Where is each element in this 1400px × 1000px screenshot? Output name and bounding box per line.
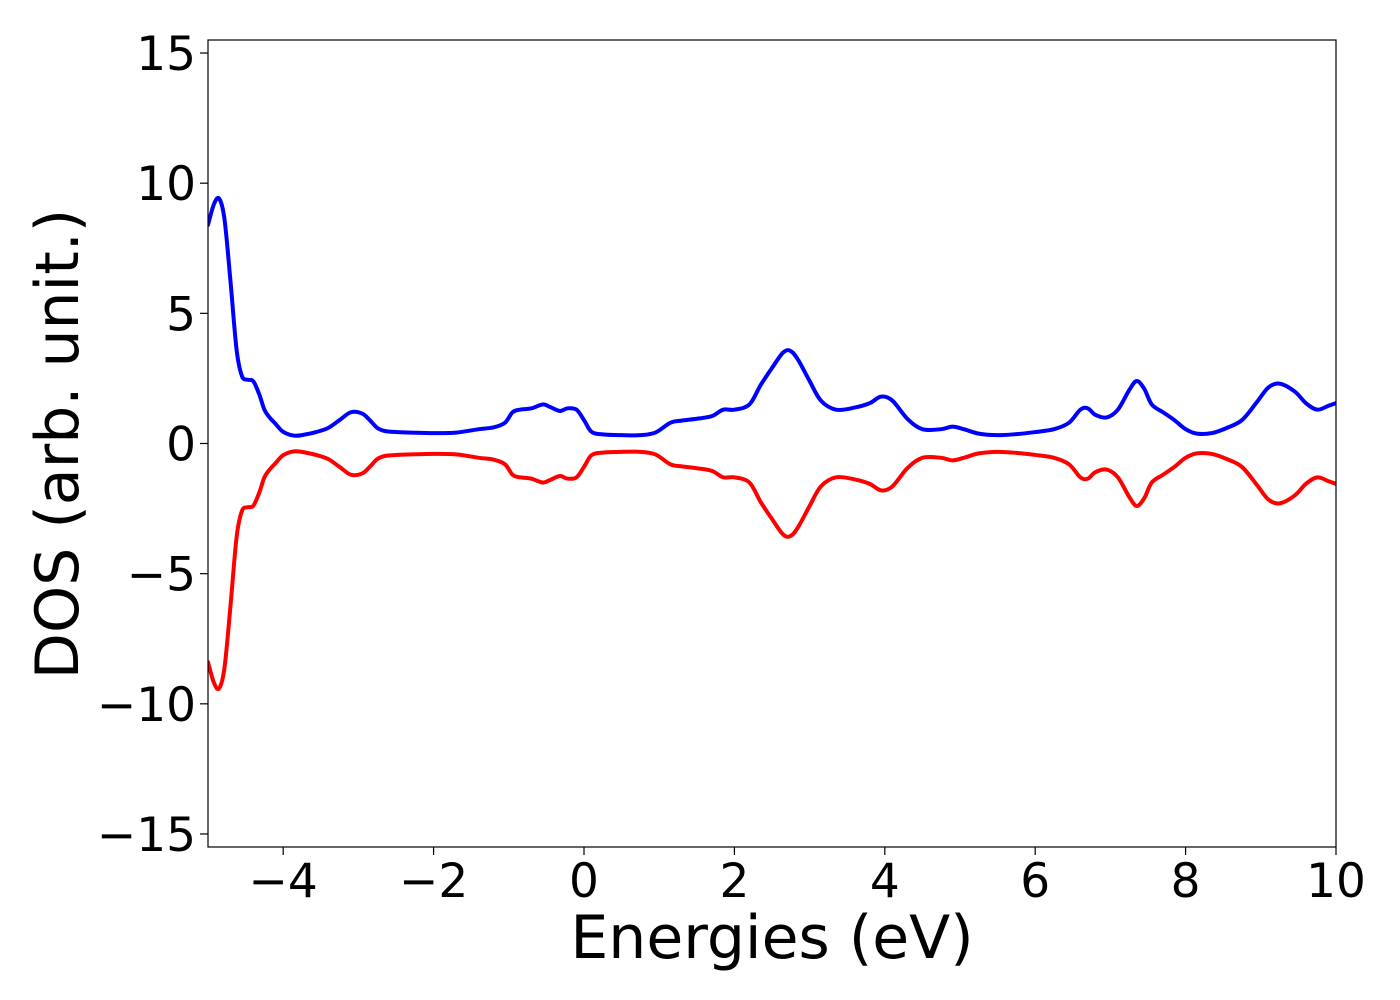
x-tick-label: 0 — [569, 854, 599, 909]
y-axis-ticks: −15 −10 −5 0 5 10 15 — [97, 27, 208, 863]
y-tick-label: −15 — [97, 808, 196, 863]
x-tick-label: 8 — [1171, 854, 1201, 909]
x-tick-label: −2 — [399, 854, 468, 909]
y-axis-label: DOS (arb. unit.) — [23, 209, 93, 679]
x-tick-label: 10 — [1306, 854, 1366, 909]
x-tick-label: 4 — [870, 854, 900, 909]
y-tick-label: −10 — [97, 678, 196, 733]
y-tick-label: 0 — [166, 418, 196, 473]
y-tick-label: 5 — [166, 287, 196, 342]
series-line-2 — [208, 449, 1336, 692]
plot-frame — [207, 39, 1337, 848]
y-tick-label: −5 — [127, 548, 196, 603]
x-axis-label: Energies (eV) — [570, 903, 973, 973]
x-axis-ticks: −4 −2 0 2 4 6 8 10 — [249, 847, 1366, 909]
series-line-1 — [208, 195, 1336, 438]
y-tick-label: 10 — [136, 157, 196, 212]
series-layer — [208, 195, 1336, 692]
x-tick-label: 6 — [1020, 854, 1050, 909]
x-tick-label: −4 — [249, 854, 318, 909]
y-tick-label: 15 — [136, 27, 196, 82]
x-tick-label: 2 — [719, 854, 749, 909]
